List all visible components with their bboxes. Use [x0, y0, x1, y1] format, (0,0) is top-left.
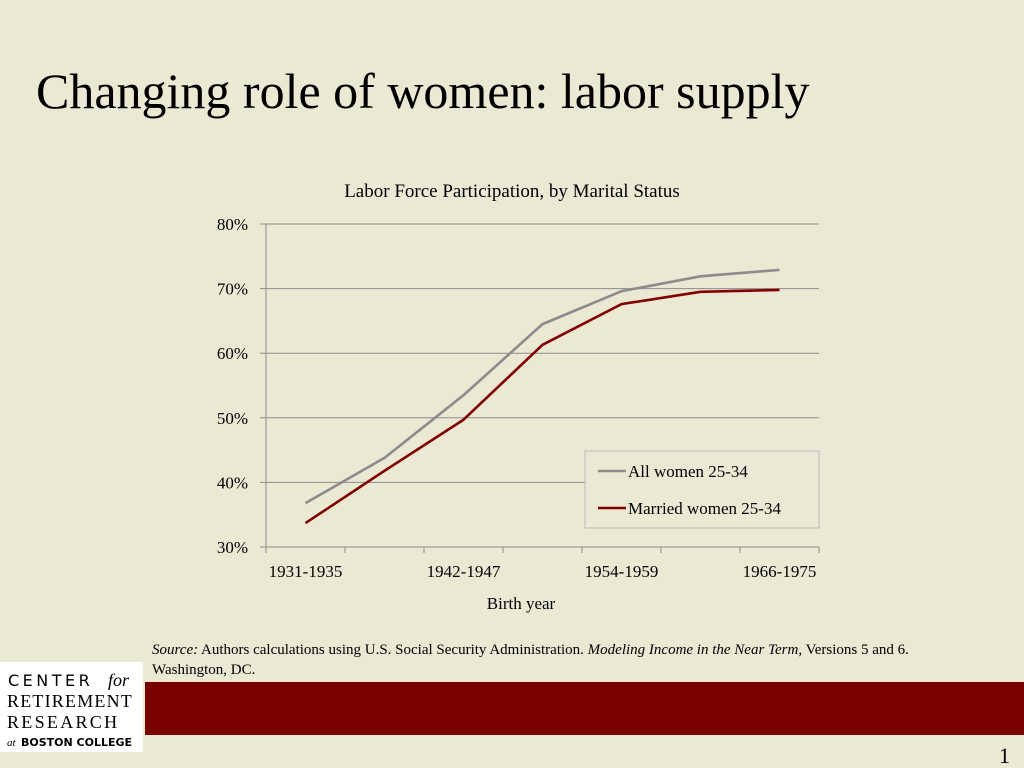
logo: CENTER for RETIREMENT RESEARCH at BOSTON…: [7, 670, 133, 749]
legend-label: All women 25-34: [628, 462, 748, 481]
y-tick-label: 60%: [217, 344, 248, 363]
x-tick-label: 1954-1959: [585, 562, 659, 581]
data-line: [304, 268, 780, 505]
source-label: Source:: [152, 642, 199, 658]
x-tick-label: 1942-1947: [427, 562, 501, 581]
logo-text: RESEARCH: [7, 712, 119, 732]
legend-label: Married women 25-34: [628, 499, 781, 518]
slide-title: Changing role of women: labor supply: [36, 63, 810, 119]
logo-text: RETIREMENT: [7, 691, 133, 711]
logo-text: BOSTON COLLEGE: [21, 736, 132, 749]
logo-text: for: [108, 670, 130, 690]
y-tick-label: 70%: [217, 280, 248, 299]
x-tick-label: 1931-1935: [269, 562, 343, 581]
source-publication: Modeling Income in the Near Term: [587, 642, 799, 658]
y-tick-label: 50%: [217, 409, 248, 428]
y-tick-label: 30%: [217, 538, 248, 557]
source-rest: , Versions 5 and 6. Washington, DC.: [152, 642, 909, 678]
y-tick-label: 80%: [217, 215, 248, 234]
y-tick-label: 40%: [217, 473, 248, 492]
logo-text: at: [7, 737, 17, 749]
slide-number: 1: [999, 743, 1010, 768]
x-axis-label: Birth year: [487, 594, 556, 613]
data-line: [304, 288, 780, 525]
x-tick-label: 1966-1975: [743, 562, 817, 581]
source-text: Authors calculations using U.S. Social S…: [201, 642, 584, 658]
source-note: Source: Authors calculations using U.S. …: [152, 640, 982, 680]
legend-box: [584, 450, 820, 529]
banner: [145, 682, 1024, 735]
logo-box: [0, 662, 143, 752]
chart-title: Labor Force Participation, by Marital St…: [344, 181, 680, 202]
logo-text: CENTER: [8, 671, 93, 690]
